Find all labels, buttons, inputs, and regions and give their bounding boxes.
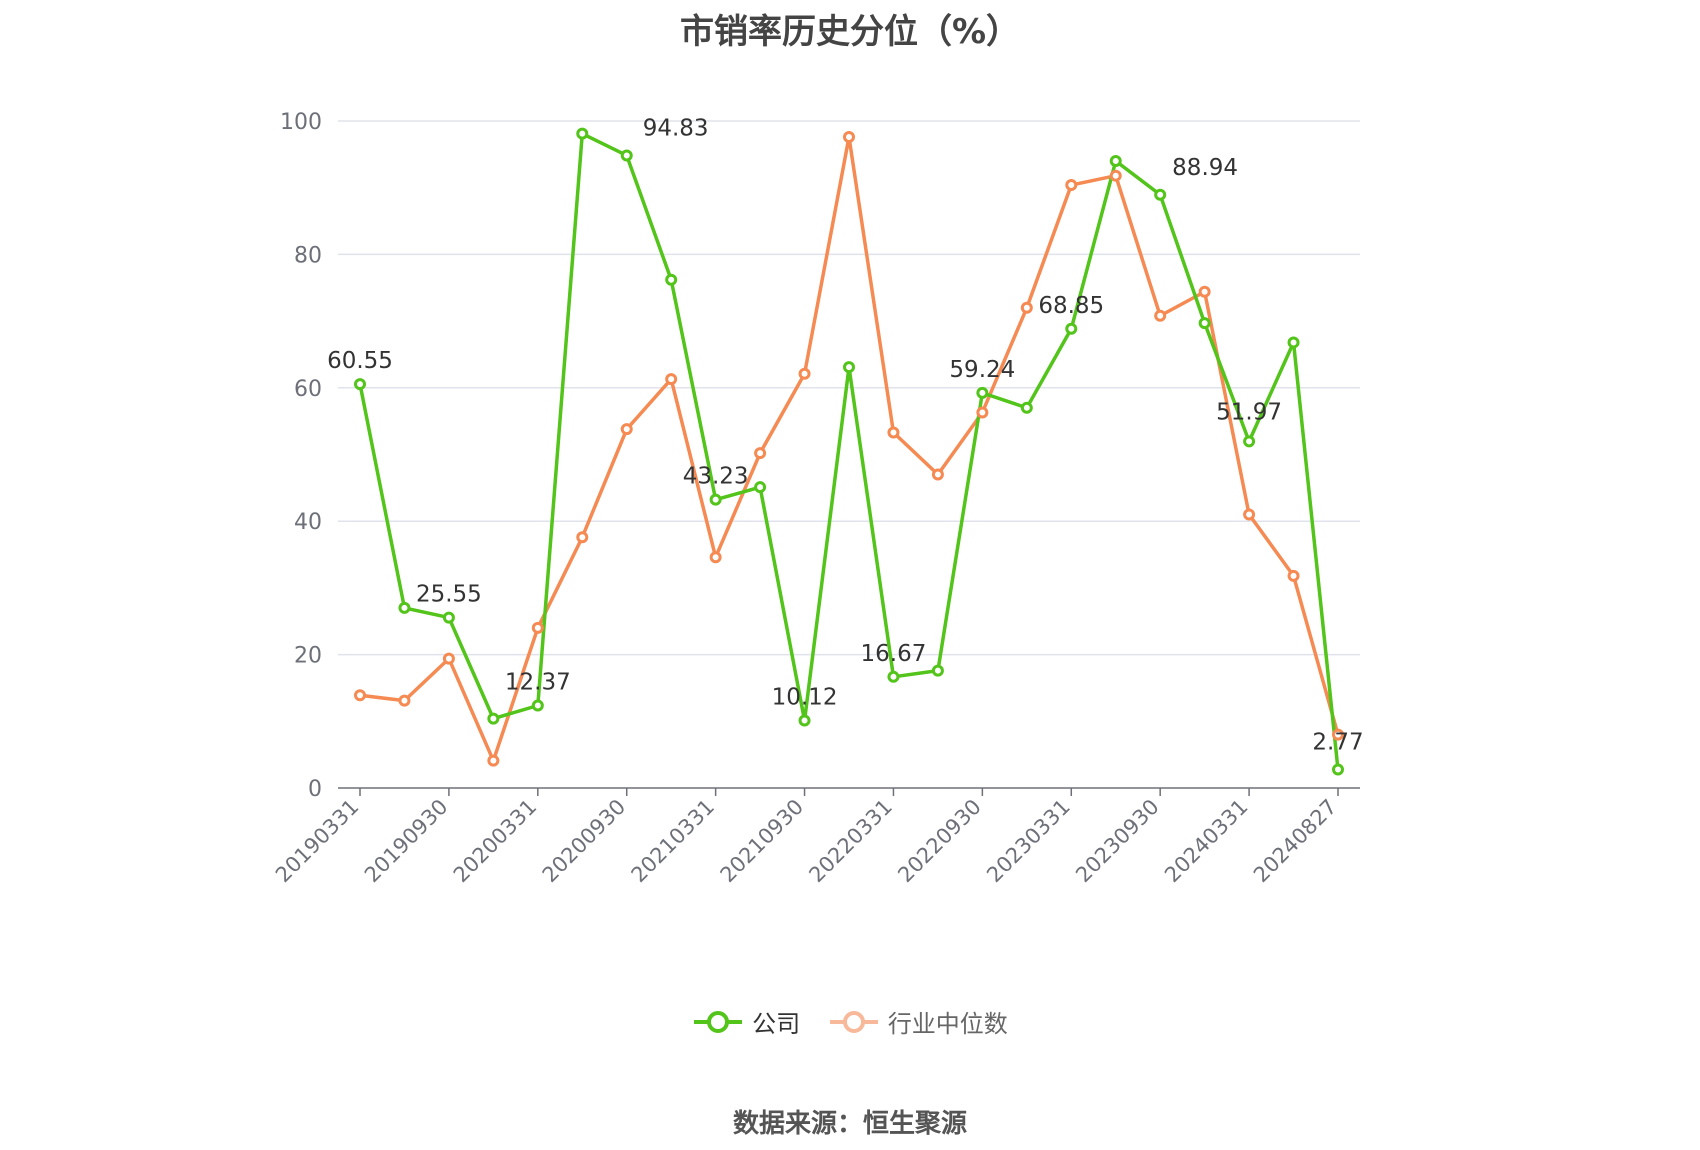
data-point [620,423,633,436]
series-points [354,127,1344,776]
legend-label-industry-median: 行业中位数 [887,1010,1008,1038]
data-label: 25.55 [416,582,482,608]
data-label: 16.67 [861,641,927,667]
data-point [398,694,411,707]
data-point [442,652,455,665]
data-point [1154,309,1167,322]
data-point [665,273,678,286]
y-tick-label: 0 [308,777,322,802]
data-point [1154,188,1167,201]
data-point [1332,763,1344,776]
data-label: 60.55 [327,348,393,374]
data-label: 94.83 [643,115,709,141]
chart-title: 市销率历史分位（%） [679,12,1021,52]
x-tick-label: 20230930 [1071,795,1164,888]
data-label: 88.94 [1172,155,1238,181]
legend-marker-company [694,1010,743,1033]
x-tick-label: 20210930 [716,795,809,888]
x-tick-label: 20190331 [271,795,364,888]
legend-label-company: 公司 [752,1010,801,1038]
data-label: 68.85 [1038,293,1104,319]
data-point [576,531,589,544]
x-tick-label: 20200331 [449,795,542,888]
data-point [709,551,722,564]
legend-item-industry-median[interactable]: 行业中位数 [828,1004,1008,1039]
data-point [798,367,811,380]
grid-lines [338,120,1360,656]
data-point [487,754,500,767]
data-label: 51.97 [1216,399,1282,425]
data-point [1065,179,1078,192]
x-tick-label: 20190930 [360,795,453,888]
data-labels: 60.55 25.55 12.37 94.83 43.23 10.12 16.67 59.24… [327,115,1364,755]
data-point [487,712,500,725]
data-point [442,611,455,624]
x-axis: 2019033120190930202003312020093020210331… [271,787,1360,888]
data-point [1332,728,1344,741]
y-tick-label: 40 [294,510,322,535]
y-tick-label: 100 [280,110,322,135]
data-point [1020,301,1033,314]
series-line-1 [359,135,1340,763]
y-tick-label: 20 [294,644,322,669]
data-source-note: 数据来源：恒生聚源 [732,1109,967,1139]
data-point [1109,169,1122,182]
data-point [620,149,633,162]
data-point [576,127,589,140]
data-point [1243,435,1256,448]
data-point [931,664,944,677]
x-tick-label: 20240331 [1160,795,1253,888]
data-point [1198,317,1211,330]
y-tick-label: 60 [294,377,322,402]
data-point [354,689,366,702]
data-point [754,481,767,494]
data-point [1020,401,1033,414]
data-point [709,493,722,506]
data-point [843,361,855,374]
data-point [976,386,989,399]
legend-marker-industry-median [829,1010,878,1033]
x-tick-label: 20210331 [627,795,720,888]
data-point [531,621,544,634]
data-point [354,378,366,391]
data-label: 2.77 [1312,730,1363,756]
x-tick-label: 20230331 [982,795,1075,888]
data-label: 59.24 [949,357,1015,383]
data-point [1065,322,1078,335]
data-point [843,131,855,144]
legend-item-company[interactable]: 公司 [692,1004,800,1039]
data-point [887,426,900,439]
data-point [1198,285,1211,298]
x-tick-label: 20220930 [893,795,986,888]
data-point [1109,155,1122,168]
data-point [1243,508,1256,521]
legend: 公司 行业中位数 [0,1004,1700,1040]
data-point [798,714,811,727]
data-label: 10.12 [772,684,838,710]
data-point [887,670,900,683]
data-label: 12.37 [505,669,571,695]
x-tick-label: 20240827 [1249,795,1342,888]
data-point [931,468,944,481]
x-tick-label: 20200930 [538,795,631,888]
data-point [398,601,411,614]
data-point [531,699,544,712]
y-tick-label: 80 [294,243,322,268]
data-point [976,406,989,419]
data-point [1287,336,1300,349]
y-axis-ticks: 0 20 40 60 80 100 [280,110,322,802]
data-point [754,447,767,460]
data-point [1287,569,1300,582]
data-label: 43.23 [683,464,749,490]
x-tick-label: 20220331 [804,795,897,888]
data-point [665,373,678,386]
